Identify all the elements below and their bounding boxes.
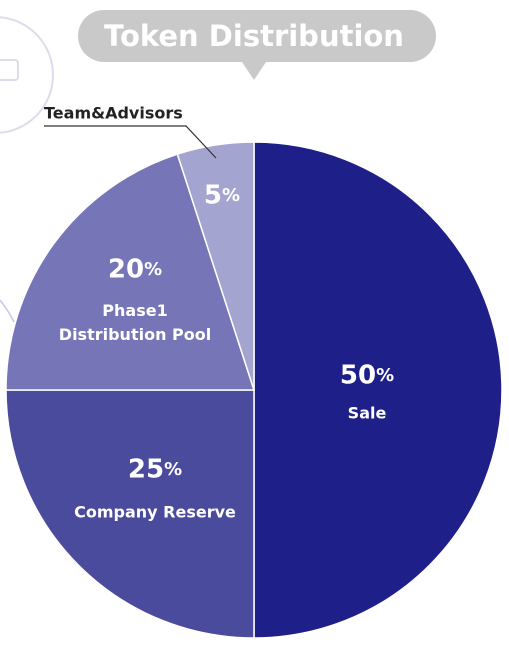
- value-label: 20%: [108, 255, 162, 285]
- category-label: Phase1 Distribution Pool: [59, 301, 211, 344]
- pie-slice: [253, 141, 503, 639]
- title-bubble: [78, 10, 436, 62]
- value-label: 5%: [204, 181, 240, 211]
- category-label: Team&Advisors: [44, 104, 183, 123]
- pie-slice: [176, 141, 255, 391]
- pie: [5, 141, 503, 639]
- pie-slice: [5, 389, 255, 639]
- title-pointer: [242, 62, 266, 80]
- value-label: 50%: [340, 361, 394, 391]
- decor-circle: [0, 16, 54, 134]
- leader-line: [44, 125, 217, 159]
- value-label: 25%: [128, 455, 182, 485]
- pie-slice: [5, 153, 256, 391]
- decor-line: [0, 299, 15, 323]
- decor-chip: [0, 59, 19, 81]
- chart-title: Token Distribution: [104, 19, 404, 53]
- category-label: Company Reserve: [74, 503, 236, 522]
- category-label: Sale: [348, 404, 387, 423]
